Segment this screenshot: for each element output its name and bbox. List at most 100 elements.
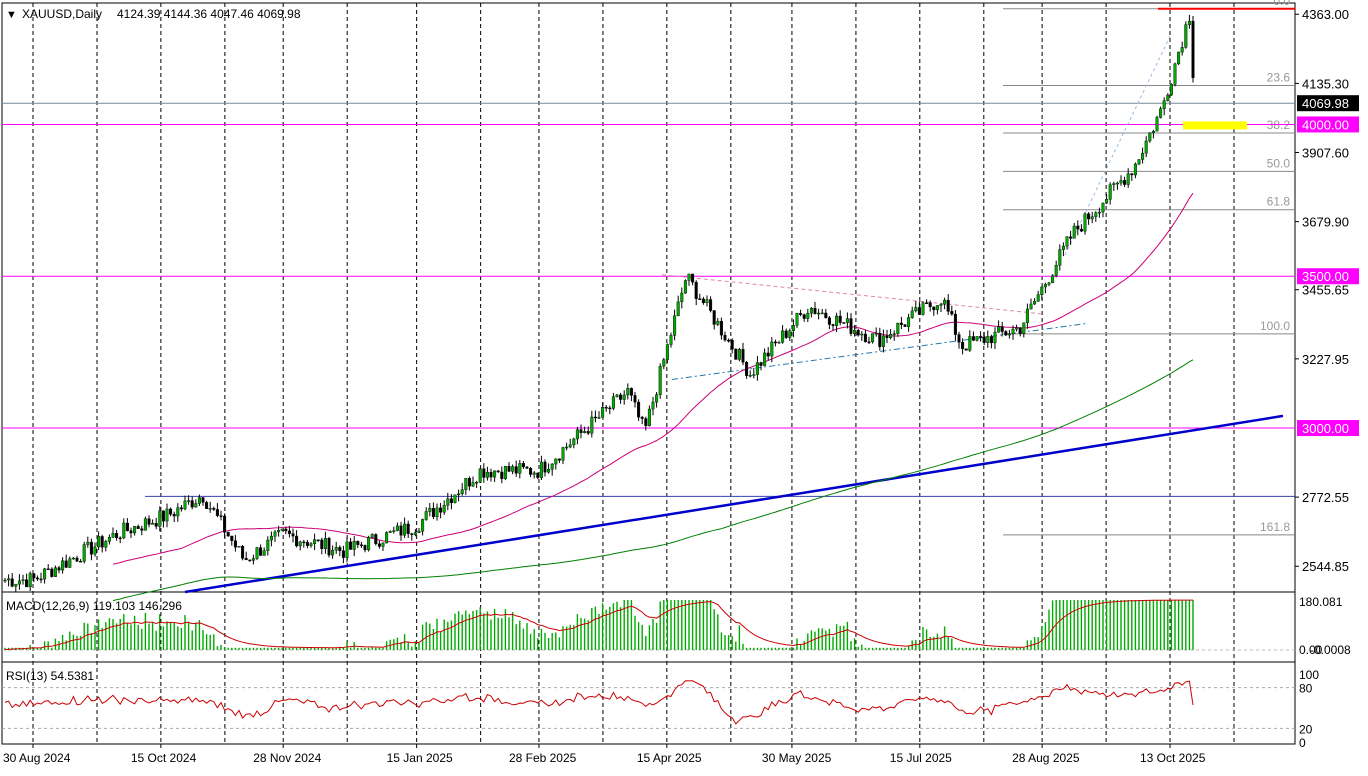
macd-histogram-bar — [443, 619, 445, 650]
macd-histogram-bar — [202, 630, 204, 650]
candle-body — [1141, 152, 1145, 160]
x-tick-label: 28 Feb 2025 — [509, 751, 577, 765]
macd-histogram-bar — [61, 634, 64, 650]
macd-histogram-bar — [191, 630, 193, 650]
candle-body — [1072, 225, 1076, 239]
macd-histogram-bar — [731, 636, 733, 650]
candle-body — [219, 515, 223, 517]
macd-histogram-bar — [133, 615, 136, 650]
candle-body — [1040, 286, 1044, 295]
candle-body — [986, 336, 990, 343]
y-tick-label: 2544.85 — [1302, 559, 1349, 574]
candle-body — [705, 299, 709, 304]
macd-histogram-bar — [972, 647, 975, 650]
candle-body — [629, 388, 633, 396]
candle-body — [575, 429, 579, 440]
candle-body — [1000, 326, 1004, 332]
macd-histogram-bar — [123, 614, 125, 650]
candle-body — [248, 559, 252, 562]
macd-histogram-bar — [767, 647, 769, 650]
macd-histogram-bar — [1192, 600, 1194, 650]
candle-body — [759, 362, 763, 366]
candle-body — [687, 273, 691, 281]
macd-histogram-bar — [760, 647, 762, 650]
macd-histogram-bar — [346, 641, 348, 650]
candle-body — [727, 339, 731, 342]
macd-histogram-bar — [1113, 600, 1115, 650]
candle-body — [1133, 163, 1137, 176]
candle-body — [946, 299, 950, 312]
macd-histogram-bar — [727, 635, 730, 650]
candle-body — [795, 313, 799, 326]
candle-body — [568, 444, 572, 448]
candle-body — [197, 497, 201, 504]
candle-body — [35, 577, 39, 580]
macd-histogram-bar — [1105, 600, 1108, 650]
rsi-y-tick: 100 — [1299, 668, 1319, 682]
macd-histogram-bar — [400, 642, 402, 650]
candle-body — [1029, 303, 1033, 310]
macd-histogram-bar — [835, 624, 838, 650]
macd-histogram-bar — [137, 624, 139, 650]
macd-histogram-bar — [447, 621, 449, 650]
candle-body — [799, 313, 803, 315]
candle-body — [532, 472, 536, 475]
macd-histogram-bar — [7, 647, 10, 650]
candle-body — [1115, 182, 1119, 185]
macd-histogram-bar — [1188, 600, 1191, 650]
macd-histogram-bar — [274, 647, 276, 650]
candle-body — [651, 401, 655, 410]
candle-body — [467, 478, 471, 487]
candle-body — [179, 507, 183, 510]
macd-histogram-bar — [1123, 600, 1126, 650]
macd-histogram-bar — [1127, 600, 1129, 650]
plot-frame — [1, 2, 1296, 745]
candle-body — [957, 334, 961, 343]
macd-histogram-bar — [587, 620, 589, 650]
candle-body — [1162, 100, 1166, 109]
long-term-trendline — [184, 414, 1284, 594]
macd-histogram-bar — [612, 603, 615, 650]
macd-histogram-bar — [483, 613, 485, 650]
candle-body — [943, 299, 947, 305]
candle-body — [71, 557, 75, 560]
candle-body — [388, 531, 392, 533]
macd-histogram-bar — [918, 643, 921, 650]
macd-histogram-bar — [436, 618, 438, 650]
candle-body — [273, 531, 277, 537]
candle-body — [1123, 180, 1127, 185]
candle-body — [417, 530, 421, 533]
macd-histogram-bar — [832, 636, 834, 650]
candle-body — [820, 312, 824, 315]
candle-body — [187, 500, 191, 502]
candle-body — [79, 561, 83, 563]
macd-histogram-bar — [778, 647, 780, 650]
candle-body — [1058, 249, 1062, 266]
macd-histogram-bar — [565, 626, 568, 650]
macd-histogram-bar — [965, 647, 967, 650]
macd-histogram-bar — [1048, 609, 1050, 650]
macd-histogram-bar — [983, 647, 985, 650]
macd-histogram-bar — [1149, 600, 1151, 650]
macd-histogram-bar — [619, 607, 622, 650]
candle-body — [766, 352, 770, 357]
horizontal-levels: 4000.00 3500.00 3000.00 4069.98 — [2, 7, 1359, 497]
candle-body — [1191, 20, 1195, 78]
candle-body — [169, 508, 173, 515]
macd-histogram-bar — [249, 647, 251, 650]
candle-body — [320, 539, 324, 549]
macd-histogram-bar — [709, 600, 712, 650]
candle-body — [161, 510, 165, 522]
candle-body — [550, 463, 554, 470]
macd-histogram-bar — [699, 600, 701, 650]
macd-histogram-bar — [1051, 600, 1054, 650]
macd-histogram-bar — [501, 618, 503, 650]
macd-histogram-bar — [958, 647, 960, 650]
candle-body — [997, 326, 1001, 333]
y-tick-label: 3679.90 — [1302, 215, 1349, 230]
candle-body — [57, 567, 61, 571]
candle-body — [53, 567, 57, 577]
candle-body — [305, 542, 309, 546]
symbol-menu-icon[interactable]: ▼ — [6, 9, 17, 21]
